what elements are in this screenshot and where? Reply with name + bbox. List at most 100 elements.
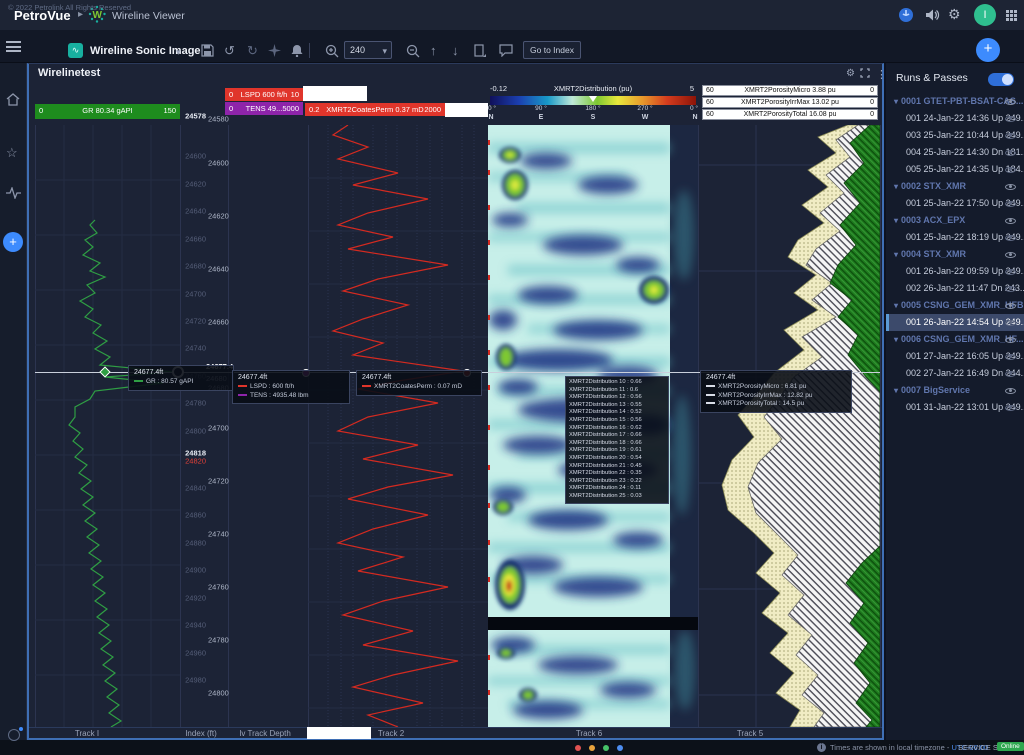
lspd-label: LSPD 600 ft/h bbox=[240, 90, 288, 99]
page-layout-icon[interactable] bbox=[474, 44, 487, 58]
apps-grid-icon[interactable] bbox=[1006, 10, 1017, 21]
runs-visibility-toggle[interactable] bbox=[988, 73, 1014, 86]
visibility-icon[interactable] bbox=[1004, 350, 1017, 363]
footer-track-2[interactable]: Track 2 bbox=[377, 729, 405, 738]
redo-icon[interactable]: ↻ bbox=[247, 43, 258, 58]
caret-down-icon[interactable]: ▾ bbox=[894, 250, 899, 259]
footer-iv-track-depth[interactable]: Iv Track Depth bbox=[239, 729, 291, 738]
visibility-icon[interactable] bbox=[1004, 248, 1017, 261]
pass-row[interactable]: 002 26-Jan-22 11:47 Dn 243... bbox=[886, 280, 1024, 297]
comment-icon[interactable] bbox=[499, 44, 513, 57]
caret-down-icon[interactable]: ▾ bbox=[894, 182, 899, 191]
run-row[interactable]: ▾ 0005 CSNG_GEM_XMR_HFBI bbox=[886, 297, 1024, 314]
footer-track-5[interactable]: Track 5 bbox=[736, 729, 764, 738]
pass-label: 002 27-Jan-22 16:49 Dn 244... bbox=[906, 368, 1024, 378]
favorites-star-icon[interactable]: ☆ bbox=[6, 145, 18, 160]
zoom-in-icon[interactable] bbox=[325, 44, 339, 58]
save-icon[interactable] bbox=[201, 44, 214, 57]
redacted-box bbox=[445, 103, 488, 117]
gr-track[interactable] bbox=[35, 125, 180, 727]
add-panel-button[interactable]: + bbox=[976, 38, 1000, 62]
visibility-icon[interactable] bbox=[1004, 231, 1017, 244]
visibility-icon[interactable] bbox=[1004, 214, 1017, 227]
run-row[interactable]: ▾ 0002 STX_XMR bbox=[886, 178, 1024, 195]
visibility-icon[interactable] bbox=[1004, 112, 1017, 125]
zoom-out-icon[interactable] bbox=[406, 44, 420, 58]
user-avatar[interactable]: I bbox=[974, 4, 996, 26]
lspd-curve-header[interactable]: 0 LSPD 600 ft/h 10 bbox=[225, 88, 303, 101]
gr-curve-header[interactable]: 0 GR 80.34 gAPI 150 bbox=[35, 104, 180, 119]
panel-more-kebab-icon[interactable]: ⋮ bbox=[876, 69, 887, 81]
fit-sparkle-icon[interactable] bbox=[268, 44, 281, 57]
footer-track-i[interactable]: Track I bbox=[74, 729, 100, 738]
porosity-total-header[interactable]: 60 XMRT2PorosityTotal 16.08 pu 0 bbox=[702, 109, 878, 120]
menu-hamburger-icon[interactable] bbox=[6, 41, 21, 52]
caret-down-icon[interactable]: ▾ bbox=[894, 386, 899, 395]
run-row[interactable]: ▾ 0006 CSNG_GEM_XMR_HF... bbox=[886, 331, 1024, 348]
visibility-icon[interactable] bbox=[1004, 163, 1017, 176]
visibility-icon[interactable] bbox=[1004, 95, 1017, 108]
run-row[interactable]: ▾ 0004 STX_XMR bbox=[886, 246, 1024, 263]
activity-icon[interactable] bbox=[6, 187, 21, 202]
zoom-level-select[interactable]: 240 ▾ bbox=[344, 41, 392, 59]
pass-row[interactable]: 002 27-Jan-22 16:49 Dn 244... bbox=[886, 365, 1024, 382]
visibility-icon[interactable] bbox=[1004, 282, 1017, 295]
pass-row[interactable]: 004 25-Jan-22 14:30 Dn 181... bbox=[886, 144, 1024, 161]
visibility-icon[interactable] bbox=[1004, 299, 1017, 312]
settings-gear-icon[interactable]: ⚙ bbox=[948, 6, 961, 22]
pass-row[interactable]: 001 24-Jan-22 14:36 Up 249... bbox=[886, 110, 1024, 127]
tens-curve-header[interactable]: 0 TENS 49... 5000 bbox=[225, 102, 303, 115]
caret-down-icon[interactable]: ▾ bbox=[894, 216, 899, 225]
timezone-value[interactable]: UTC-06:00 bbox=[951, 743, 989, 752]
gr-readout-depth: 24677.4ft bbox=[134, 369, 164, 376]
pass-row[interactable]: 001 25-Jan-22 18:19 Up 249... bbox=[886, 229, 1024, 246]
distribution-row: XMRT2Distribution 10 : 0.66 bbox=[569, 379, 642, 385]
visibility-icon[interactable] bbox=[1004, 333, 1017, 346]
track-5[interactable] bbox=[698, 125, 880, 727]
pass-row[interactable]: 001 31-Jan-22 13:01 Up 249... bbox=[886, 399, 1024, 416]
fullscreen-icon[interactable] bbox=[860, 68, 870, 78]
scroll-up-icon[interactable]: ↑ bbox=[430, 43, 437, 58]
distribution-header[interactable]: -0.12 XMRT2Distribution (pu) 5 bbox=[488, 84, 698, 95]
view-selector-caret-icon[interactable]: ▾ bbox=[176, 47, 181, 57]
visibility-icon[interactable] bbox=[1004, 197, 1017, 210]
run-row[interactable]: ▾ 0003 ACX_EPX bbox=[886, 212, 1024, 229]
view-selector[interactable]: Wireline Sonic Image bbox=[90, 45, 201, 57]
footer-track-6[interactable]: Track 6 bbox=[575, 729, 603, 738]
pass-row[interactable]: 001 25-Jan-22 17:50 Up 249... bbox=[886, 195, 1024, 212]
go-to-index-button[interactable]: Go to Index bbox=[523, 41, 581, 59]
pass-row[interactable]: 001 27-Jan-22 16:05 Up 249... bbox=[886, 348, 1024, 365]
rail-add-button[interactable]: + bbox=[3, 232, 23, 252]
run-row[interactable]: ▾ 0001 GTET-PBT-BSAT-CAS... bbox=[886, 93, 1024, 110]
visibility-icon[interactable] bbox=[1004, 146, 1017, 159]
caret-down-icon[interactable]: ▾ bbox=[894, 97, 899, 106]
visibility-icon[interactable] bbox=[1004, 180, 1017, 193]
track-2[interactable] bbox=[308, 125, 488, 727]
visibility-icon[interactable] bbox=[1004, 265, 1017, 278]
visibility-icon[interactable] bbox=[1004, 316, 1017, 329]
coatesperm-curve-header[interactable]: 0.2 XMRT2CoatesPerm 0.37 mD 2000 bbox=[305, 103, 445, 116]
footer-index[interactable]: Index (ft) bbox=[185, 729, 217, 738]
run-row[interactable]: ▾ 0007 BigService bbox=[886, 382, 1024, 399]
visibility-icon[interactable] bbox=[1004, 401, 1017, 414]
volume-icon[interactable] bbox=[925, 8, 941, 24]
home-icon[interactable] bbox=[6, 93, 21, 108]
porosity-micro-header[interactable]: 60 XMRT2PorosityMicro 3.88 pu 0 bbox=[702, 85, 878, 96]
visibility-icon[interactable] bbox=[1004, 129, 1017, 142]
visibility-icon[interactable] bbox=[1004, 367, 1017, 380]
undo-icon[interactable]: ↺ bbox=[224, 43, 235, 58]
caret-down-icon[interactable]: ▾ bbox=[894, 335, 899, 344]
ptotal-max: 0 bbox=[870, 111, 874, 118]
platform-icon[interactable] bbox=[898, 7, 914, 23]
porosity-irrmax-header[interactable]: 60 XMRT2PorosityIrrMax 13.02 pu 0 bbox=[702, 97, 878, 108]
panel-settings-icon[interactable]: ⚙ bbox=[846, 68, 855, 79]
caret-down-icon[interactable]: ▾ bbox=[894, 301, 899, 310]
scroll-down-icon[interactable]: ↓ bbox=[452, 43, 459, 58]
bell-icon[interactable] bbox=[291, 44, 303, 57]
pass-row[interactable]: 001 26-Jan-22 09:59 Up 249... bbox=[886, 263, 1024, 280]
visibility-icon[interactable] bbox=[1004, 384, 1017, 397]
pass-row[interactable]: 001 26-Jan-22 14:54 Up 249... bbox=[886, 314, 1024, 331]
pass-row[interactable]: 005 25-Jan-22 14:35 Up 184... bbox=[886, 161, 1024, 178]
pass-row[interactable]: 003 25-Jan-22 10:44 Up 249... bbox=[886, 127, 1024, 144]
history-clock-icon[interactable] bbox=[8, 727, 23, 741]
